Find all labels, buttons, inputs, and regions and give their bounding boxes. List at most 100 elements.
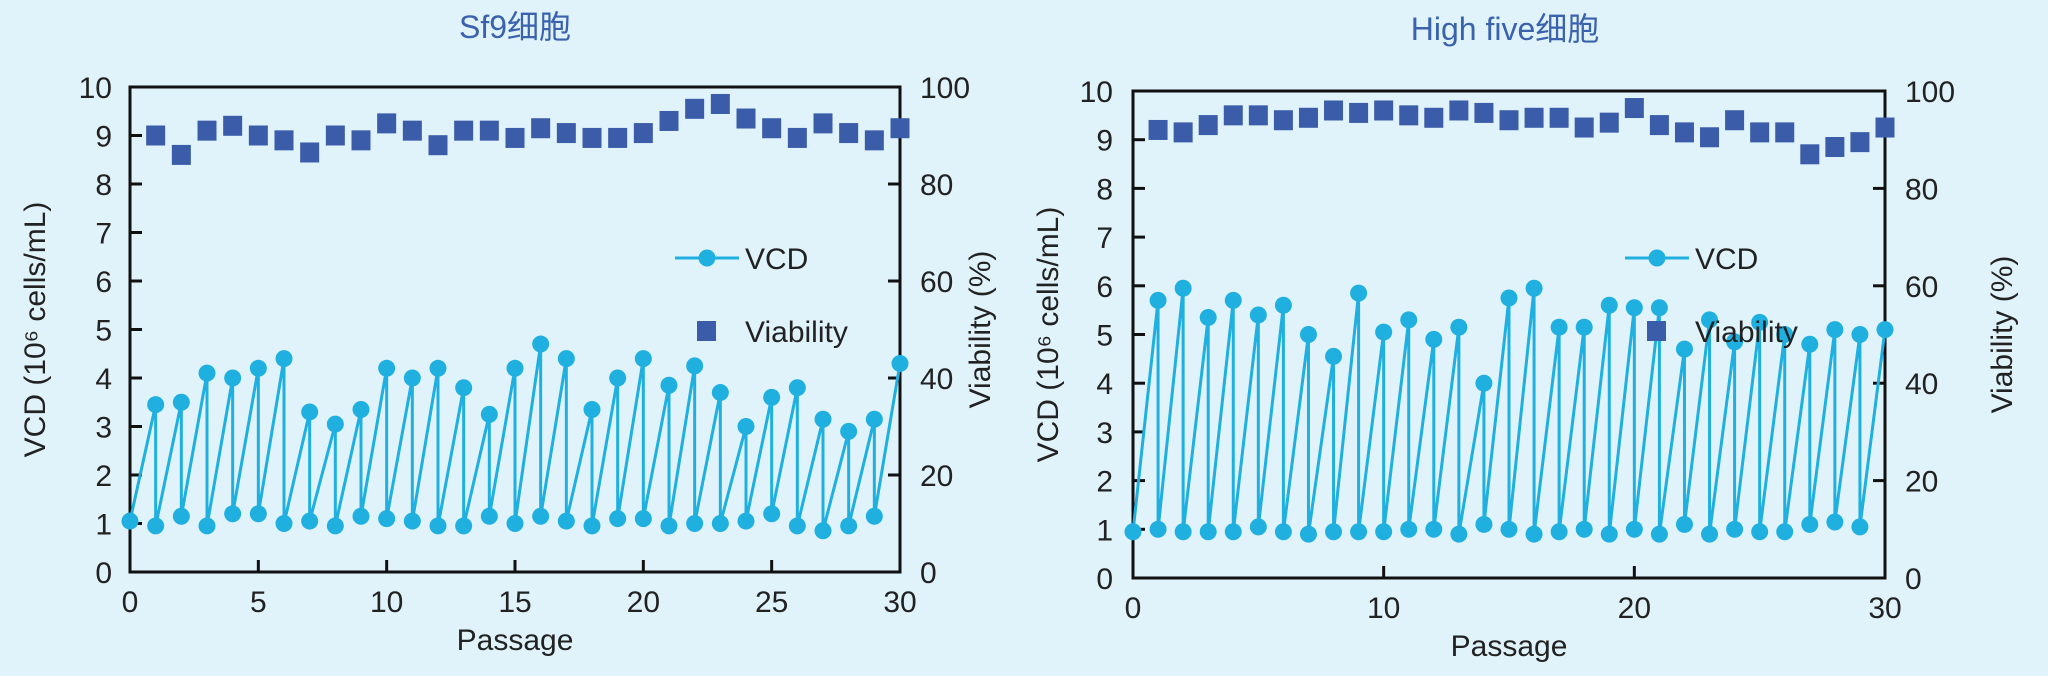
viability-point: [1549, 107, 1569, 128]
vcd-point: [1876, 321, 1894, 339]
viability-point: [1750, 122, 1770, 143]
x-tick-label: 20: [1618, 592, 1651, 625]
vcd-point: [172, 393, 190, 411]
vcd-point: [737, 418, 755, 435]
vcd-point: [403, 512, 421, 530]
vcd-point: [224, 369, 242, 387]
vcd-point: [686, 357, 704, 375]
vcd-point: [1224, 291, 1242, 309]
viability-point: [248, 125, 268, 146]
vcd-point: [865, 410, 883, 428]
vcd-point: [1675, 515, 1693, 533]
vcd-line: [1131, 288, 1887, 535]
viability-point: [223, 115, 243, 136]
vcd-point: [198, 364, 216, 382]
vcd-point: [737, 512, 755, 530]
vcd-point: [1174, 279, 1192, 297]
vcd-point: [1550, 318, 1568, 336]
x-tick-label: 10: [370, 586, 403, 619]
y-tick-label: 8: [1096, 173, 1113, 206]
vcd-point: [1625, 299, 1643, 317]
y2-tick-label: 100: [1905, 76, 1955, 109]
viability-point: [608, 127, 628, 148]
viability-point: [171, 144, 191, 165]
y-tick-label: 0: [95, 557, 112, 590]
legend-vcd-label: VCD: [745, 243, 808, 276]
viability-point: [454, 120, 474, 141]
viability-point: [1850, 132, 1870, 153]
viability-point: [685, 98, 705, 119]
legend-vcd-label: VCD: [1695, 243, 1758, 276]
vcd-point: [609, 510, 627, 528]
legend-viability-label: Viability: [1695, 316, 1798, 349]
vcd-point: [532, 335, 550, 353]
vcd-point: [1425, 520, 1443, 538]
vcd-point: [1199, 308, 1217, 326]
y-tick-label: 2: [1096, 466, 1113, 499]
y-tick-label: 1: [1096, 514, 1113, 547]
viability-point: [1449, 100, 1469, 121]
vcd-point: [814, 522, 832, 540]
vcd-point: [1124, 523, 1142, 541]
vcd-point: [557, 512, 575, 530]
y2-tick-label: 0: [1905, 563, 1922, 596]
y2-tick-label: 60: [920, 266, 953, 299]
vcd-point: [1751, 313, 1769, 331]
chart-title: High five细胞: [1411, 11, 1600, 47]
y-tick-label: 7: [95, 218, 112, 251]
vcd-point: [275, 350, 293, 368]
vcd-point: [1350, 523, 1368, 541]
vcd-point: [1600, 296, 1618, 314]
viability-point: [1825, 137, 1845, 158]
vcd-point: [198, 517, 216, 535]
y2-tick-label: 40: [1905, 368, 1938, 401]
legend-vcd-marker: [1648, 249, 1666, 267]
vcd-point: [1826, 513, 1844, 531]
y-axis-label: VCD (10⁶ cells/mL): [19, 202, 52, 458]
viability-point: [736, 108, 756, 129]
x-tick-label: 30: [883, 586, 916, 619]
vcd-point: [609, 369, 627, 387]
viability-point: [762, 118, 782, 139]
legend-viability-label: Viability: [745, 316, 848, 349]
viability-point: [428, 135, 448, 156]
y-tick-label: 2: [95, 460, 112, 493]
y-tick-label: 10: [1080, 76, 1113, 109]
vcd-point: [506, 515, 524, 532]
vcd-point: [711, 384, 729, 402]
viability-point: [659, 110, 679, 131]
vcd-point: [1375, 523, 1393, 541]
vcd-point: [429, 517, 447, 535]
y-tick-label: 5: [1096, 320, 1113, 353]
viability-point: [300, 142, 320, 163]
vcd-point: [583, 401, 601, 419]
viability-point: [1474, 102, 1494, 123]
legend-vcd-marker: [698, 249, 716, 267]
viability-point: [839, 123, 859, 144]
vcd-point: [1350, 284, 1368, 302]
vcd-point: [275, 515, 293, 532]
vcd-point: [1525, 525, 1543, 543]
x-tick-label: 0: [122, 586, 139, 619]
vcd-point: [249, 505, 267, 523]
viability-point: [377, 113, 397, 134]
vcd-point: [455, 517, 473, 535]
y-tick-label: 9: [95, 121, 112, 154]
vcd-point: [557, 350, 575, 368]
viability-point: [864, 130, 884, 151]
vcd-point: [1500, 520, 1518, 538]
viability-point: [197, 120, 217, 141]
viability-point: [1198, 115, 1218, 136]
viability-point: [1324, 100, 1344, 121]
vcd-point: [840, 517, 858, 535]
vcd-point: [1701, 525, 1719, 543]
vcd-point: [403, 369, 421, 387]
vcd-point: [172, 507, 190, 525]
viability-point: [1399, 105, 1419, 126]
viability-point: [582, 127, 602, 148]
viability-point: [787, 127, 807, 148]
y-tick-label: 3: [1096, 417, 1113, 450]
vcd-point: [763, 505, 781, 523]
viability-point: [531, 118, 551, 139]
